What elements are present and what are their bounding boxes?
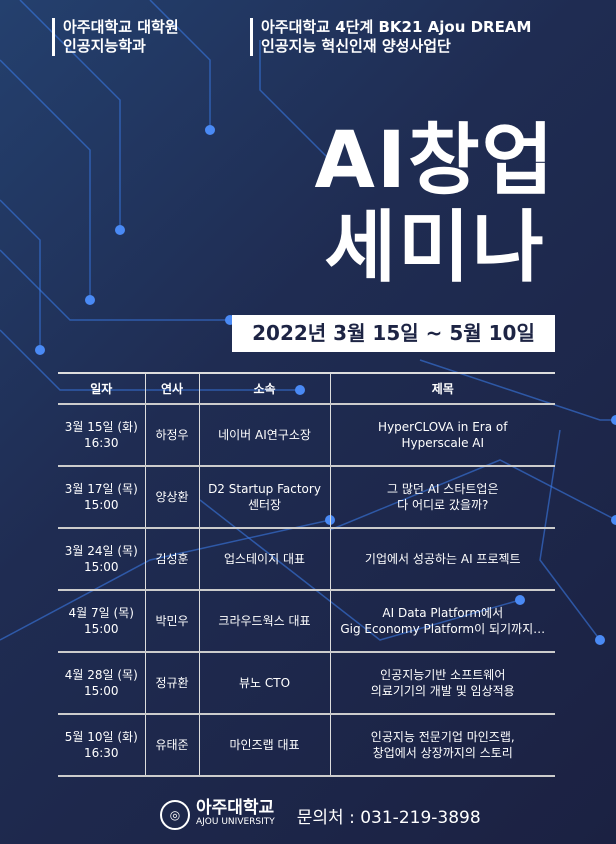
session-date-text: 3월 15일 (화) bbox=[64, 420, 138, 434]
circuit-line bbox=[259, 40, 331, 161]
title-line2: 세미나 bbox=[324, 203, 546, 293]
session-date-text: 4월 7일 (목) bbox=[68, 606, 134, 620]
speaker-name: 박민우 bbox=[144, 590, 199, 653]
session-date-text: 4월 28일 (목) bbox=[64, 668, 138, 682]
session-date-text: 5월 10일 (화) bbox=[64, 730, 138, 744]
speaker-name-text: 양상환 bbox=[155, 490, 189, 504]
session-date: 3월 24일 (목) 15:00 bbox=[58, 528, 145, 591]
speaker-name: 하정우 bbox=[144, 404, 199, 467]
speaker-name: 유태준 bbox=[144, 714, 199, 777]
university-logo: ◎ bbox=[160, 800, 190, 830]
circuit-node bbox=[85, 295, 95, 305]
circuit-line bbox=[149, 0, 211, 130]
session-date: 3월 15일 (화) 16:30 bbox=[58, 404, 145, 467]
session-title-text: 그 많던 AI 스타트업은 bbox=[386, 482, 499, 496]
program-line: 아주대학교 4단계 BK21 Ajou DREAM bbox=[261, 18, 532, 36]
header-program: 아주대학교 4단계 BK21 Ajou DREAM 인공지능 혁신인재 양성사업단 bbox=[250, 18, 531, 56]
session-date: 4월 28일 (목) 15:00 bbox=[58, 652, 145, 715]
table-row: 3월 17일 (목) 15:00 양상환 D2 Startup Factory 센터장… bbox=[58, 466, 555, 529]
program-line: 인공지능 혁신인재 양성사업단 bbox=[261, 37, 451, 55]
dept-line: 인공지능학과 bbox=[63, 37, 146, 55]
header-department: 아주대학교 대학원 인공지능학과 bbox=[52, 18, 179, 56]
circuit-node bbox=[115, 225, 125, 235]
session-title-text: 인공지능기반 소프트웨어 bbox=[380, 668, 506, 682]
date-range-banner: 2022년 3월 15일 ~ 5월 10일 bbox=[232, 315, 555, 352]
session-title-text: 기업에서 성공하는 AI 프로젝트 bbox=[364, 552, 521, 566]
circuit-line bbox=[0, 249, 230, 321]
session-date-text: 15:00 bbox=[83, 684, 119, 698]
title-line1: AI창업 bbox=[314, 116, 556, 206]
dept-line: 아주대학교 대학원 bbox=[63, 18, 179, 36]
circuit-node bbox=[205, 125, 215, 135]
session-date-text: 15:00 bbox=[83, 498, 119, 512]
speaker-affiliation: 업스테이지 대표 bbox=[198, 528, 330, 591]
university-name-ko: 아주대학교 bbox=[196, 798, 275, 818]
session-title: AI Data Platform에서 Gig Economy Platform이 … bbox=[329, 590, 555, 653]
speaker-name-text: 박민우 bbox=[155, 614, 189, 628]
session-title-text: 창업에서 상장까지의 스토리 bbox=[372, 746, 513, 760]
speaker-affiliation: 뷰노 CTO bbox=[198, 652, 330, 715]
speaker-name-text: 유태준 bbox=[155, 738, 189, 752]
session-title: HyperCLOVA in Era of Hyperscale AI bbox=[329, 404, 555, 467]
session-title: 기업에서 성공하는 AI 프로젝트 bbox=[329, 528, 555, 591]
column-header: 제목 bbox=[329, 372, 555, 405]
speaker-affiliation: 네이버 AI연구소장 bbox=[198, 404, 330, 467]
circuit-node bbox=[611, 515, 616, 525]
table-row: 5월 10일 (화) 16:30 유태준 마인즈랩 대표 인공지능 전문기업 마인즈랩,… bbox=[58, 714, 555, 777]
speaker-affiliation: 마인즈랩 대표 bbox=[198, 714, 330, 777]
speaker-name: 정규환 bbox=[144, 652, 199, 715]
session-title-text: 다 어디로 갔을까? bbox=[397, 498, 489, 512]
session-title: 인공지능 전문기업 마인즈랩, 창업에서 상장까지의 스토리 bbox=[329, 714, 555, 777]
session-date-text: 3월 17일 (목) bbox=[64, 482, 138, 496]
speaker-affiliation-text: 크라우드웍스 대표 bbox=[218, 614, 311, 628]
speaker-affiliation-text: 업스테이지 대표 bbox=[223, 552, 306, 566]
circuit-line bbox=[0, 59, 91, 300]
speaker-affiliation: D2 Startup Factory 센터장 bbox=[198, 466, 330, 529]
session-title-text: AI Data Platform에서 bbox=[382, 606, 504, 620]
schedule-table: 일자 연사 소속 제목 3월 15일 (화) 16:30 하정우 네이버 AI연구소장 Hype… bbox=[58, 372, 555, 777]
session-date: 3월 17일 (목) 15:00 bbox=[58, 466, 145, 529]
session-title-text: 의료기기의 개발 및 임상적용 bbox=[370, 684, 515, 698]
footer: ◎ 아주대학교 AJOU UNIVERSITY 문의처 : 031-219-389… bbox=[160, 800, 481, 830]
university-name-en: AJOU UNIVERSITY bbox=[196, 817, 275, 827]
speaker-affiliation-text: 네이버 AI연구소장 bbox=[218, 428, 311, 442]
speaker-name-text: 김성훈 bbox=[155, 552, 189, 566]
speaker-name: 김성훈 bbox=[144, 528, 199, 591]
session-date-text: 15:00 bbox=[83, 622, 119, 636]
circuit-line bbox=[0, 199, 41, 350]
session-date-text: 16:30 bbox=[83, 436, 119, 450]
column-header: 일자 bbox=[58, 372, 145, 405]
speaker-affiliation-text: 뷰노 CTO bbox=[238, 676, 291, 690]
session-title-text: Hyperscale AI bbox=[401, 436, 485, 450]
speaker-name-text: 하정우 bbox=[155, 428, 189, 442]
table-row: 4월 7일 (목) 15:00 박민우 크라우드웍스 대표 AI Data Platfo… bbox=[58, 590, 555, 653]
session-date-text: 16:30 bbox=[83, 746, 119, 760]
column-header: 소속 bbox=[198, 372, 330, 405]
column-header: 연사 bbox=[144, 372, 199, 405]
speaker-affiliation-text: D2 Startup Factory 센터장 bbox=[208, 482, 321, 512]
table-row: 3월 24일 (목) 15:00 김성훈 업스테이지 대표 기업에서 성공하는 AI 프… bbox=[58, 528, 555, 591]
circuit-node bbox=[325, 155, 335, 165]
contact-info: 문의처 : 031-219-3898 bbox=[296, 807, 481, 828]
session-date: 4월 7일 (목) 15:00 bbox=[58, 590, 145, 653]
session-title-text: Gig Economy Platform이 되기까지… bbox=[340, 622, 546, 636]
circuit-node bbox=[595, 635, 605, 645]
table-row: 3월 15일 (화) 16:30 하정우 네이버 AI연구소장 HyperCLOVA i… bbox=[58, 404, 555, 467]
circuit-node bbox=[35, 345, 45, 355]
speaker-name: 양상환 bbox=[144, 466, 199, 529]
session-date: 5월 10일 (화) 16:30 bbox=[58, 714, 145, 777]
speaker-affiliation-text: 마인즈랩 대표 bbox=[229, 738, 300, 752]
session-title-text: HyperCLOVA in Era of bbox=[378, 420, 508, 434]
session-date-text: 15:00 bbox=[83, 560, 119, 574]
circuit-node bbox=[611, 415, 616, 425]
speaker-name-text: 정규환 bbox=[155, 676, 189, 690]
session-date-text: 3월 24일 (목) bbox=[64, 544, 138, 558]
session-title-text: 인공지능 전문기업 마인즈랩, bbox=[370, 730, 515, 744]
speaker-affiliation: 크라우드웍스 대표 bbox=[198, 590, 330, 653]
